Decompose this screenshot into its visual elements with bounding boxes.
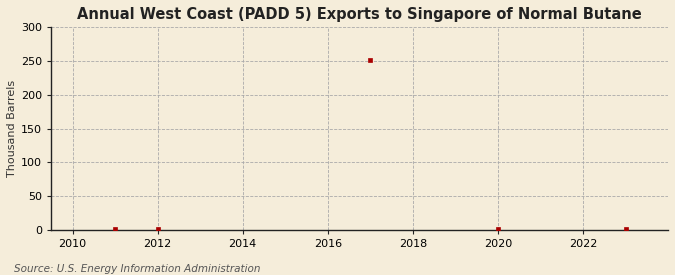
Y-axis label: Thousand Barrels: Thousand Barrels — [7, 80, 17, 177]
Text: Source: U.S. Energy Information Administration: Source: U.S. Energy Information Administ… — [14, 264, 260, 274]
Title: Annual West Coast (PADD 5) Exports to Singapore of Normal Butane: Annual West Coast (PADD 5) Exports to Si… — [77, 7, 642, 22]
